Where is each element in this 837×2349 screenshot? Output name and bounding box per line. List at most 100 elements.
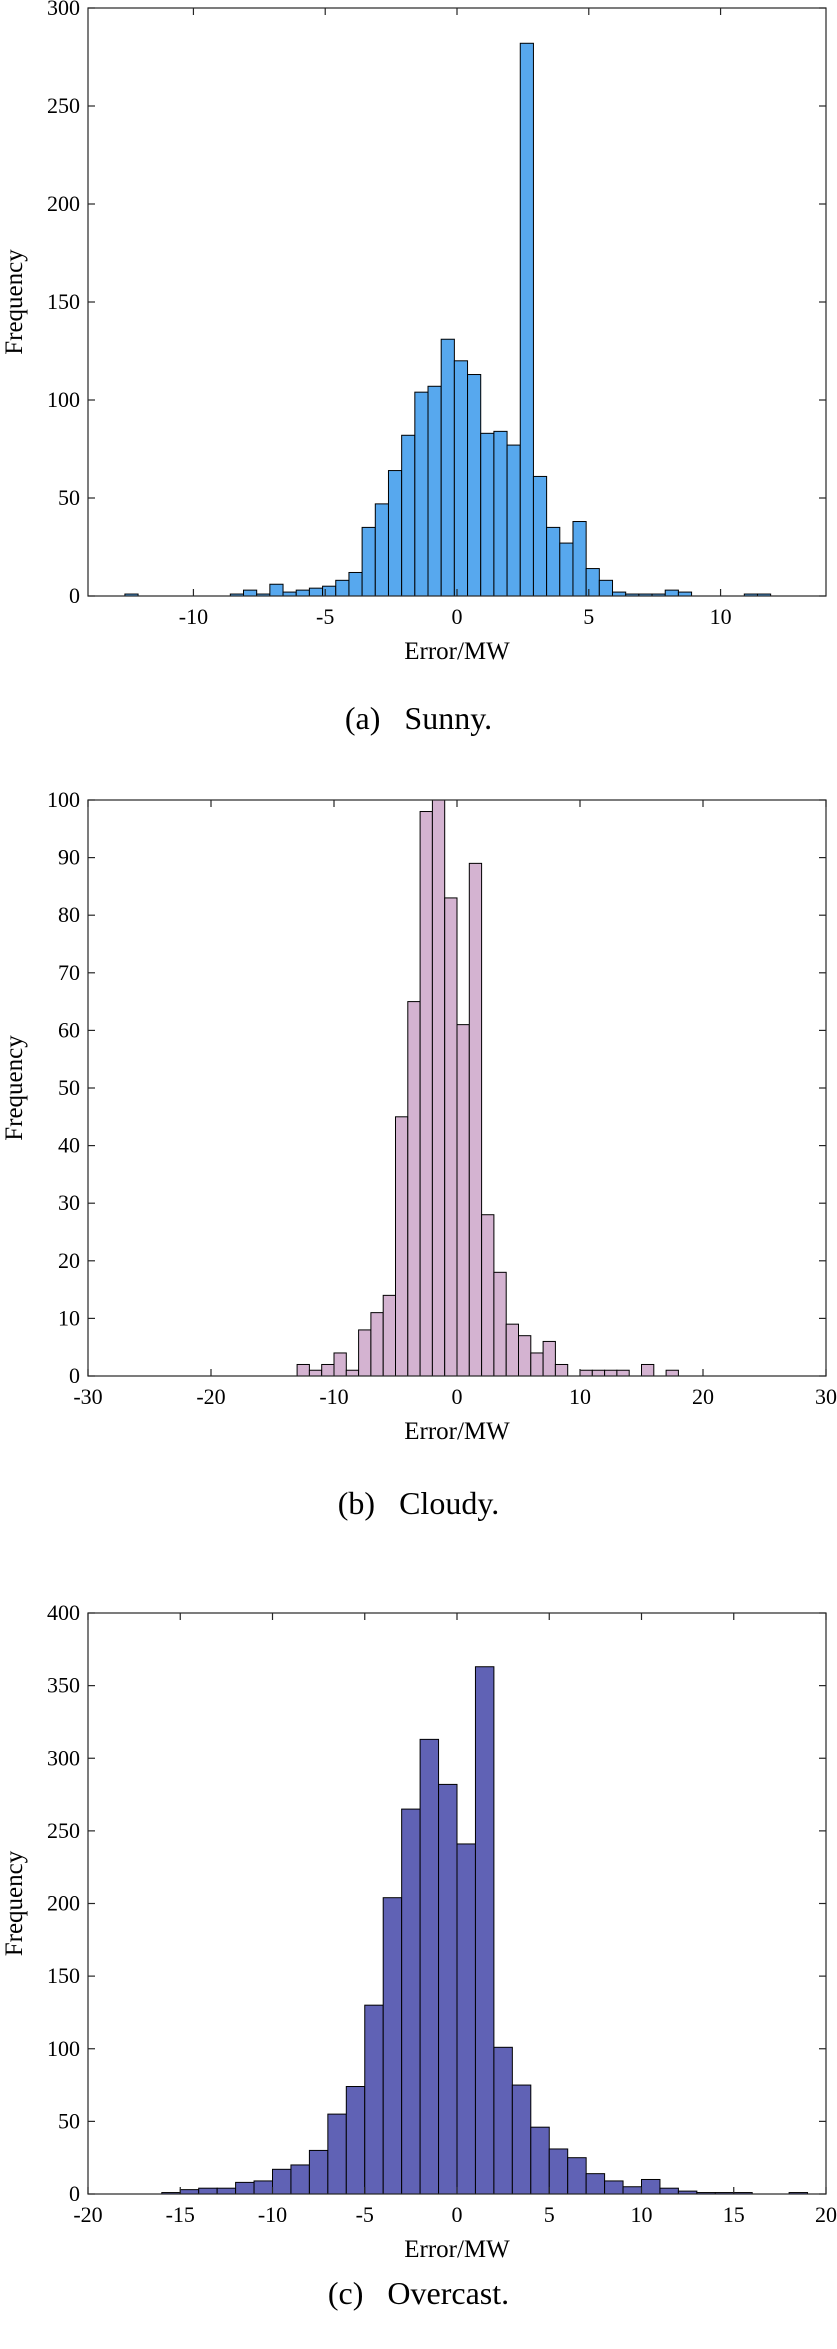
caption-sunny: (a) Sunny. xyxy=(344,700,493,736)
y-tick-label: 0 xyxy=(69,1363,80,1388)
histogram-bar xyxy=(604,1369,618,1377)
y-tick-label: 200 xyxy=(47,1891,80,1916)
histogram-bar xyxy=(374,503,389,597)
histogram-bar xyxy=(358,1329,372,1377)
y-axis-title: Frequency xyxy=(1,1850,28,1956)
y-tick-label: 100 xyxy=(47,787,80,812)
x-axis-title: Error/MW xyxy=(404,1418,510,1445)
x-tick-label: -20 xyxy=(196,1384,225,1409)
histogram-bar xyxy=(481,1214,495,1377)
histogram-bar xyxy=(333,1352,347,1377)
x-tick-label: 0 xyxy=(452,604,463,629)
histogram-bar xyxy=(518,1335,532,1377)
histogram-bar xyxy=(456,1024,470,1377)
histogram-bar xyxy=(467,374,482,597)
histogram-bar xyxy=(530,1352,544,1377)
histogram-bar xyxy=(243,589,258,597)
histogram-bar xyxy=(440,338,455,597)
y-tick-label: 90 xyxy=(58,845,80,870)
histogram-bar xyxy=(419,1738,440,2195)
y-tick-label: 60 xyxy=(58,1017,80,1042)
panel-overcast: -20 -15 -10 -5 0 5 10 15 20 0 50 100 150 200 250 300 350… xyxy=(0,1563,837,2349)
histogram-bar xyxy=(382,1294,397,1377)
histogram-bar xyxy=(493,430,508,597)
x-axis-title: Error/MW xyxy=(404,638,510,665)
x-tick-label: 30 xyxy=(815,1384,837,1409)
histogram-bar xyxy=(453,360,469,597)
histogram-bar xyxy=(665,1369,679,1377)
caption-cloudy: (b) Cloudy. xyxy=(337,1485,500,1521)
x-tick-label: 10 xyxy=(569,1384,591,1409)
x-tick-label: 0 xyxy=(452,1384,463,1409)
histogram-bar xyxy=(591,1369,606,1377)
histogram-bar xyxy=(308,2149,329,2195)
histogram-bar xyxy=(382,1897,403,2195)
panel-cloudy: -30 -20 -10 0 10 20 30 0 10 20 30 40 50 60 70 80 90 100 Er… xyxy=(0,780,837,1563)
histogram-bar xyxy=(641,1363,655,1377)
y-tick-label: 30 xyxy=(58,1190,80,1215)
y-tick-label: 0 xyxy=(69,583,80,608)
histogram-bar xyxy=(622,2186,642,2195)
x-tick-label: 0 xyxy=(452,2202,463,2227)
y-axis-title: Frequency xyxy=(1,1035,28,1141)
histogram-bar xyxy=(456,1843,476,2195)
histogram-bar xyxy=(216,2187,237,2195)
histogram-bar xyxy=(290,2164,310,2195)
histogram-sunny: -10 -5 0 5 10050100150200250300Error/MWFrequ… xyxy=(1,0,827,665)
histogram-bar xyxy=(530,2126,550,2195)
y-tick-label: 100 xyxy=(47,387,80,412)
histogram-bar xyxy=(493,1271,507,1377)
histogram-bar xyxy=(253,2180,274,2195)
y-tick-label: 40 xyxy=(58,1133,80,1158)
x-tick-label: -10 xyxy=(179,604,208,629)
histogram-bar xyxy=(554,1363,569,1377)
x-tick-label: -20 xyxy=(73,2202,102,2227)
histogram-bar xyxy=(559,542,574,597)
y-tick-label: 150 xyxy=(47,289,80,314)
x-tick-label: 10 xyxy=(710,604,732,629)
y-tick-label: 70 xyxy=(58,960,80,985)
histogram-bar xyxy=(308,587,324,597)
histogram-bar xyxy=(659,2187,679,2195)
histogram-bar xyxy=(572,521,587,597)
x-tick-label: 20 xyxy=(815,2202,837,2227)
histogram-bar xyxy=(387,470,403,597)
histogram-bar xyxy=(511,2084,532,2195)
histogram-bar xyxy=(505,1323,520,1377)
histogram-bar xyxy=(335,579,350,597)
histogram-bar xyxy=(235,2181,255,2195)
x-axis-title: Error/MW xyxy=(404,2236,510,2263)
x-tick-label: -10 xyxy=(319,1384,348,1409)
histogram-bar xyxy=(604,2180,624,2195)
y-tick-label: 50 xyxy=(58,1075,80,1100)
x-tick-label: -5 xyxy=(356,2202,374,2227)
histogram-bar xyxy=(295,589,310,597)
histogram-bar xyxy=(546,526,561,597)
histogram-bar xyxy=(480,432,495,597)
histogram-bar xyxy=(493,2046,513,2195)
y-tick-label: 50 xyxy=(58,485,80,510)
histogram-bar xyxy=(427,385,442,597)
histogram-bar xyxy=(664,589,679,597)
histogram-bar xyxy=(345,2086,366,2195)
histogram-bar xyxy=(585,568,600,597)
x-tick-label: 15 xyxy=(723,2202,745,2227)
histogram-bar xyxy=(308,1369,323,1377)
y-tick-label: 100 xyxy=(47,2036,80,2061)
histogram-bar xyxy=(401,1808,421,2195)
y-tick-label: 150 xyxy=(47,1963,80,1988)
histogram-bar xyxy=(542,1340,556,1377)
x-tick-label: 5 xyxy=(544,2202,555,2227)
histogram-bar xyxy=(419,811,433,1377)
y-tick-label: 250 xyxy=(47,93,80,118)
histogram-bar xyxy=(585,2173,606,2195)
histogram-bar xyxy=(272,2168,292,2195)
histogram-bar xyxy=(431,799,446,1377)
y-axis-title: Frequency xyxy=(1,249,28,355)
histogram-bar xyxy=(567,2157,587,2195)
y-tick-label: 250 xyxy=(47,1818,80,1843)
x-tick-label: -15 xyxy=(166,2202,195,2227)
histogram-bar xyxy=(179,2189,200,2195)
x-tick-label: 10 xyxy=(631,2202,653,2227)
histogram-bar xyxy=(322,585,337,597)
